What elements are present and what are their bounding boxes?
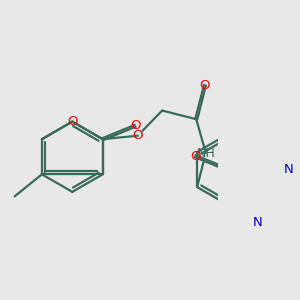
Text: N: N (253, 216, 263, 229)
Text: O: O (130, 119, 140, 132)
Text: N: N (284, 163, 293, 176)
Text: NH: NH (196, 146, 215, 160)
Text: O: O (67, 115, 78, 128)
Text: O: O (190, 150, 200, 163)
Text: O: O (200, 79, 210, 92)
Text: O: O (133, 129, 143, 142)
